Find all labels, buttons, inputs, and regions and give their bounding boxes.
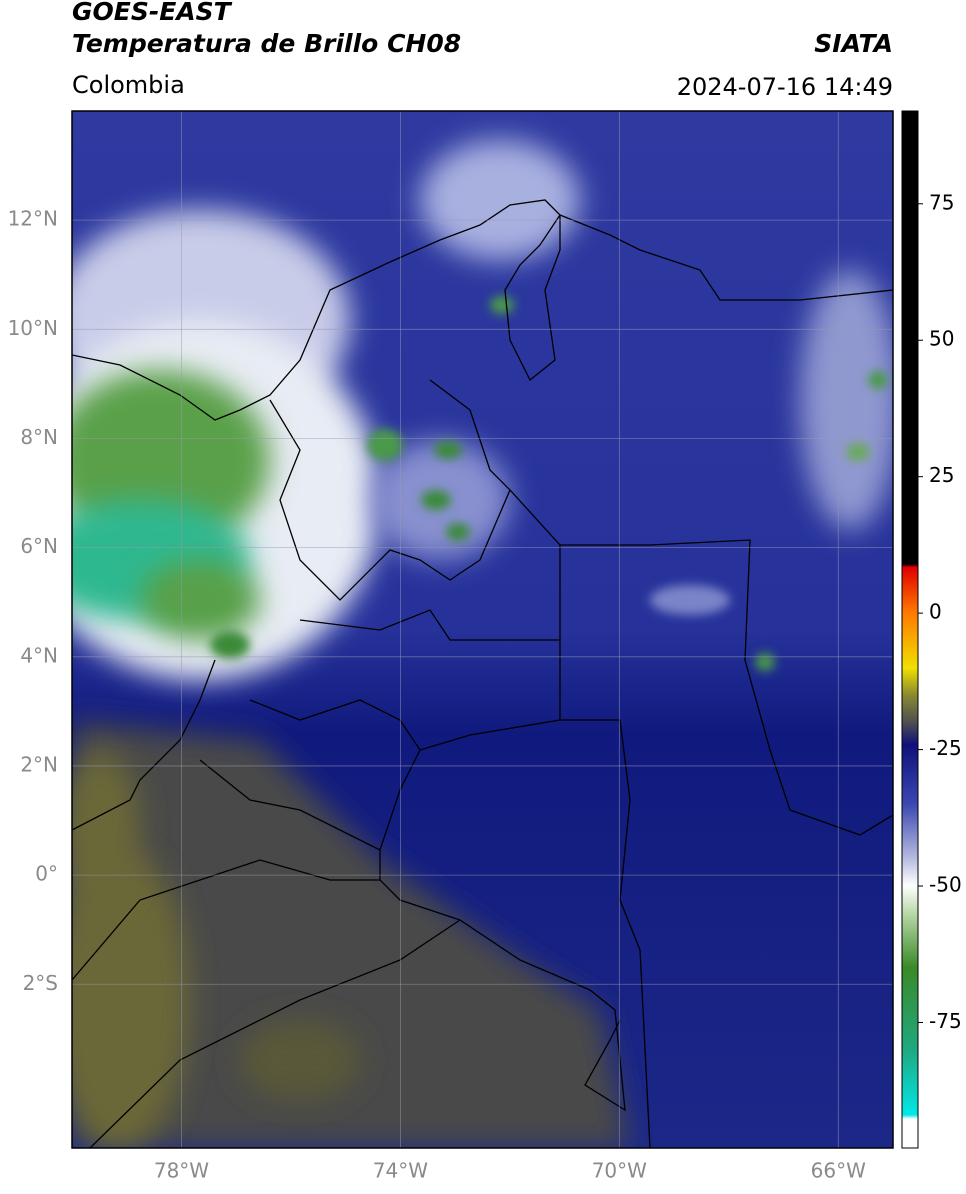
satellite-image: [72, 111, 893, 1148]
colorbar-tick-label: 50: [929, 327, 954, 351]
colorbar-tick-label: -75: [929, 1009, 962, 1033]
lon-tick-label: 74°W: [373, 1159, 428, 1183]
map-frame: [71, 110, 894, 1149]
lat-tick-label: 6°N: [20, 534, 58, 558]
source: SIATA: [814, 29, 893, 58]
lon-tick-label: 66°W: [811, 1159, 866, 1183]
colorbar-tick-label: 25: [929, 463, 954, 487]
region: Colombia: [72, 71, 185, 99]
lat-tick-label: 2°N: [20, 752, 58, 776]
lat-tick-label: 10°N: [8, 316, 58, 340]
lat-tick-label: 0°: [35, 862, 58, 886]
datetime: 2024-07-16 14:49: [677, 73, 893, 101]
colorbar-tick-label: -25: [929, 736, 962, 760]
title: GOES-EAST: [72, 0, 233, 26]
lat-tick-label: 4°N: [20, 643, 58, 667]
colorbar-tick-label: 75: [929, 190, 954, 214]
colorbar: [901, 110, 919, 1149]
lat-tick-label: 8°N: [20, 425, 58, 449]
graticule: [72, 111, 893, 1148]
lat-tick-label: 2°S: [23, 971, 58, 995]
colorbar-tick-label: 0: [929, 600, 942, 624]
subtitle: Temperatura de Brillo CH08: [72, 29, 461, 58]
lon-tick-label: 78°W: [154, 1159, 209, 1183]
colorbar-tick-label: -50: [929, 873, 962, 897]
lon-tick-label: 70°W: [592, 1159, 647, 1183]
lat-tick-label: 12°N: [8, 207, 58, 231]
